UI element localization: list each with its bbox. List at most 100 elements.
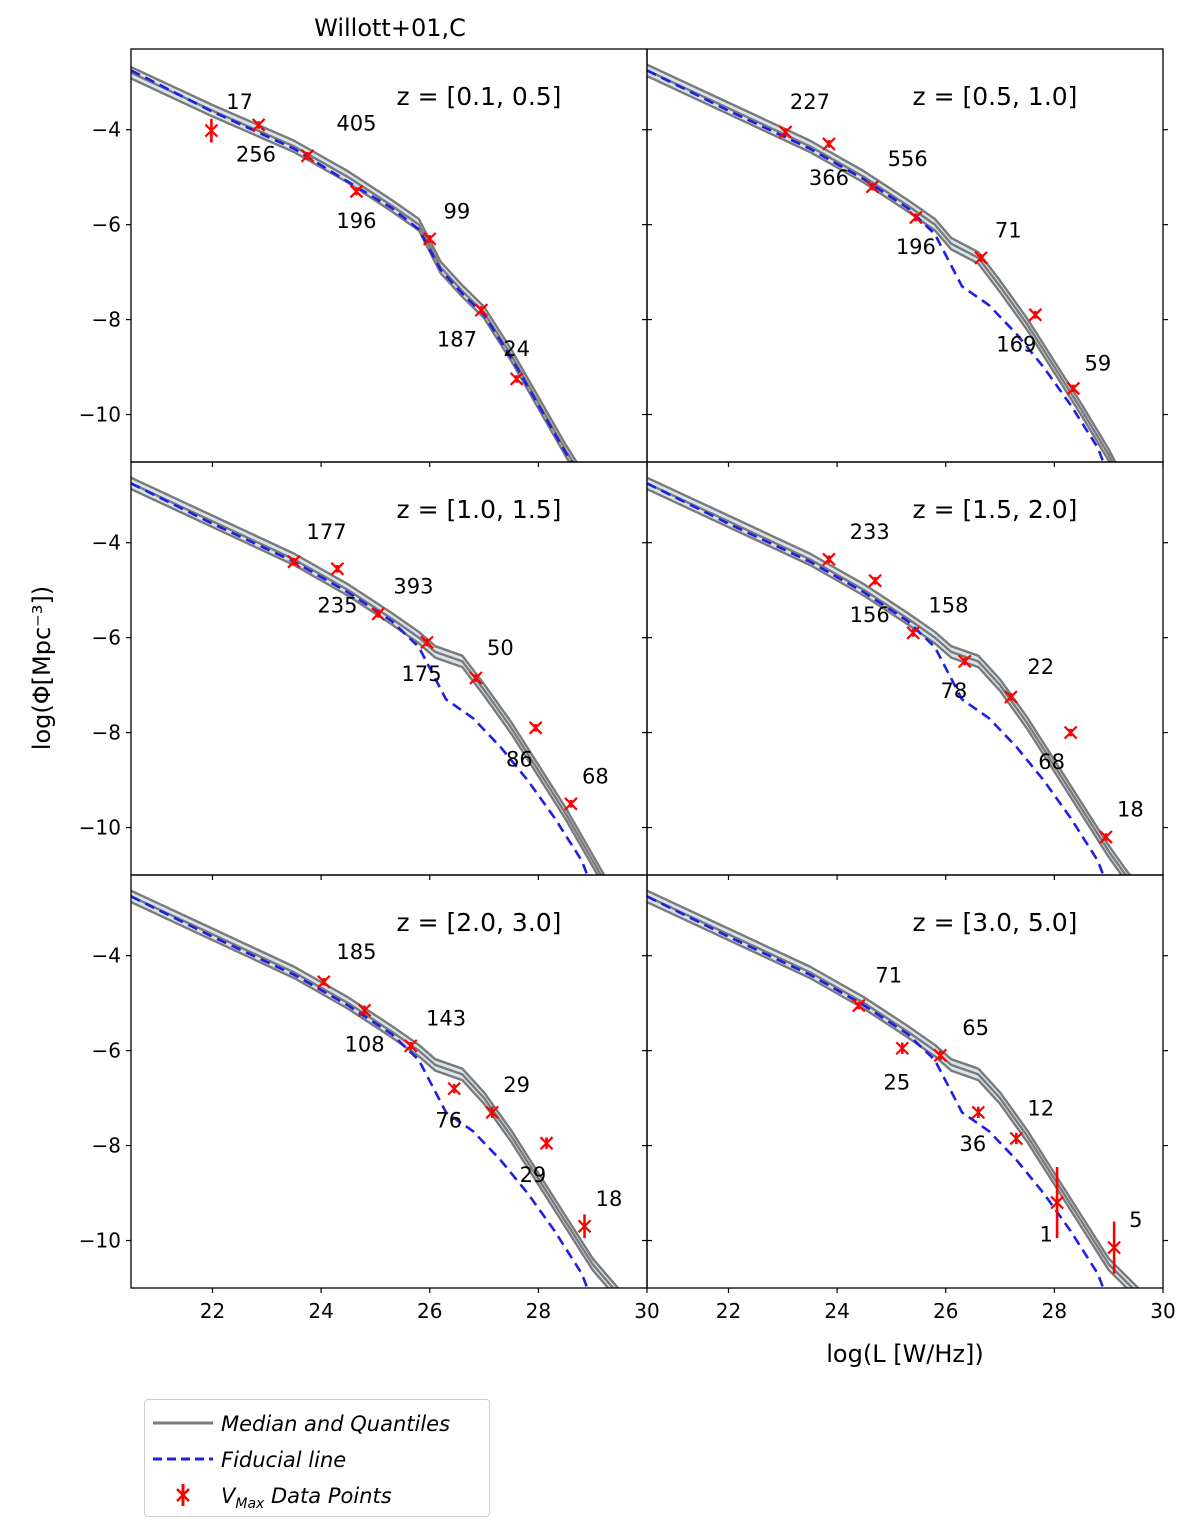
y-tick-label: −10 [79, 816, 121, 840]
data-point-marker [469, 671, 483, 685]
data-point-marker [485, 1105, 499, 1120]
y-tick-label: −6 [92, 1039, 121, 1063]
data-point-marker [528, 721, 543, 735]
fiducial-line [131, 482, 589, 875]
data-point-marker [868, 573, 882, 588]
median-line [647, 895, 1135, 1288]
data-point-count-label: 29 [520, 1163, 547, 1187]
data-point-marker [895, 1041, 910, 1056]
panel-redshift-label: z = [0.5, 1.0] [913, 82, 1078, 111]
legend-vmax-label: VMax Data Points [221, 1484, 392, 1512]
panel-5: 185 108 143 76 29 29 18 z = [2.0, 3.0] −4 −6 −8 −10… [79, 874, 660, 1323]
data-point-count-label: 5 [1129, 1208, 1142, 1232]
data-point-marker [447, 1081, 461, 1096]
x-tick-label: 22 [716, 1299, 741, 1323]
panel-2: 227 366 556 196 71 169 59 z = [0.5, 1.0] [642, 48, 1168, 467]
data-point-marker [357, 1003, 372, 1018]
data-point-count-label: 68 [582, 764, 609, 788]
legend-fiducial-swatch [153, 1457, 213, 1461]
data-point-marker [957, 654, 972, 669]
legend: Median and Quantiles Fiducial line VMax … [144, 1399, 490, 1517]
median-line [131, 895, 615, 1288]
data-point-marker [1050, 1195, 1064, 1210]
panel-plot-area [647, 476, 1132, 875]
legend-item-vmax: VMax Data Points [145, 1480, 491, 1512]
x-axis-label: log(L [W/Hz]) [826, 1340, 984, 1368]
panel-redshift-label: z = [2.0, 3.0] [397, 908, 562, 937]
data-point-marker [204, 123, 219, 138]
data-point-marker [330, 562, 345, 576]
data-point-marker [1107, 1240, 1121, 1255]
data-point-count-label: 78 [941, 679, 968, 703]
data-point-count-label: 108 [345, 1033, 385, 1057]
panel-plot-area [131, 65, 578, 462]
data-point-marker [251, 118, 266, 132]
x-tick-label: 30 [1150, 1299, 1175, 1323]
x-tick-label: 24 [824, 1299, 849, 1323]
legend-item-fiducial: Fiducial line [145, 1444, 491, 1474]
quantile-line [131, 476, 606, 875]
data-point-count-label: 18 [1117, 798, 1144, 822]
data-point-marker [1004, 690, 1018, 704]
quantile-line [647, 74, 1111, 462]
x-tick-label: 22 [200, 1299, 225, 1323]
panel-plot-area [131, 476, 606, 875]
data-point-count-label: 143 [426, 1006, 466, 1030]
data-point-marker [317, 975, 331, 989]
data-point-marker [974, 251, 988, 265]
data-point-count-label: 556 [888, 147, 928, 171]
figure-canvas: Willott+01,C log(L [W/Hz]) log(Φ[Mpc⁻³])… [28, 14, 1176, 1368]
quantile-line [131, 900, 610, 1288]
panel-redshift-label: z = [1.0, 1.5] [397, 495, 562, 524]
data-point-marker [577, 1219, 592, 1234]
y-tick-label: −4 [92, 944, 121, 968]
legend-median-swatch [153, 1421, 213, 1425]
data-point-count-label: 196 [336, 209, 376, 233]
median-line [131, 482, 603, 875]
data-point-marker [422, 232, 437, 246]
data-point-marker [300, 149, 315, 163]
legend-median-label: Median and Quantiles [221, 1412, 451, 1436]
data-point-marker [1099, 830, 1113, 844]
panel-4: 233 156 158 78 22 68 18 z = [1.5, 2.0] [642, 461, 1168, 880]
data-point-marker [906, 626, 920, 640]
median-line [647, 482, 1128, 875]
x-tick-label: 28 [526, 1299, 551, 1323]
data-point-count-label: 65 [962, 1016, 989, 1040]
y-tick-label: −8 [92, 721, 121, 745]
data-point-count-label: 68 [1038, 750, 1065, 774]
panel-plot-area [647, 889, 1140, 1288]
quantile-line [131, 487, 599, 875]
data-point-marker [822, 552, 836, 567]
data-point-count-label: 233 [850, 520, 890, 544]
panel-frame [646, 874, 1164, 1289]
figure-title: Willott+01,C [314, 14, 466, 42]
panel-plot-area [131, 889, 620, 1288]
quantile-band [131, 890, 618, 1288]
fiducial-line [647, 895, 1105, 1288]
y-tick-label: −4 [92, 531, 121, 555]
fiducial-line [131, 69, 574, 462]
panel-6: 71 25 65 36 12 1 5 z = [3.0, 5.0] 22 24 26 28 30 [642, 874, 1176, 1323]
fiducial-line [647, 69, 1105, 462]
data-point-count-label: 187 [437, 328, 477, 352]
x-tick-label: 24 [308, 1299, 333, 1323]
quantile-line [647, 63, 1117, 462]
data-point-marker [933, 1048, 948, 1063]
data-point-marker [1066, 381, 1081, 396]
data-point-count-label: 18 [596, 1187, 623, 1211]
data-point-count-label: 227 [790, 90, 830, 114]
data-point-count-label: 71 [875, 964, 902, 988]
panel-redshift-label: z = [3.0, 5.0] [913, 908, 1078, 937]
data-point-marker [778, 125, 793, 139]
data-point-count-label: 25 [883, 1071, 910, 1095]
quantile-line [131, 65, 578, 462]
data-point-count-label: 71 [995, 218, 1022, 242]
quantile-band [131, 477, 605, 875]
data-point-count-label: 50 [487, 636, 514, 660]
legend-vmax-sub: Max [235, 1496, 265, 1513]
legend-item-median: Median and Quantiles [145, 1408, 491, 1438]
data-point-count-label: 156 [850, 603, 890, 627]
x-tick-label: 26 [417, 1299, 442, 1323]
data-point-count-label: 36 [960, 1132, 987, 1156]
